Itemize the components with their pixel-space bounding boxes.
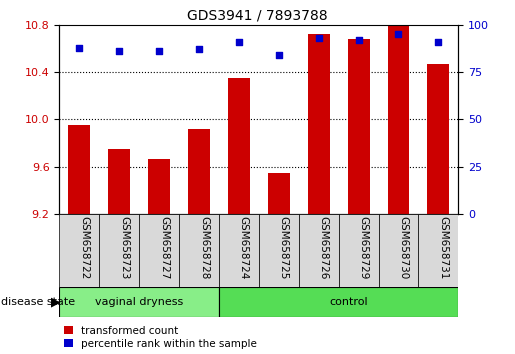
Bar	[219, 214, 259, 287]
Point	[115, 48, 123, 54]
Point	[315, 35, 323, 41]
Point	[394, 32, 403, 37]
Text: GSM658723: GSM658723	[119, 216, 129, 280]
Point	[195, 47, 203, 52]
Point	[354, 37, 363, 43]
Point	[155, 48, 163, 54]
Bar	[108, 149, 130, 214]
Bar	[148, 159, 170, 214]
Text: vaginal dryness: vaginal dryness	[95, 297, 183, 307]
Point	[434, 39, 442, 45]
Text: control: control	[329, 297, 368, 307]
Bar	[59, 214, 99, 287]
Bar	[387, 25, 409, 214]
Bar	[307, 34, 330, 214]
Bar	[418, 214, 458, 287]
Bar	[139, 214, 179, 287]
Bar	[179, 214, 219, 287]
Text: GSM658731: GSM658731	[438, 216, 449, 280]
Legend: transformed count, percentile rank within the sample: transformed count, percentile rank withi…	[64, 326, 257, 349]
Text: GSM658722: GSM658722	[79, 216, 89, 280]
Point	[274, 52, 283, 58]
Bar	[259, 214, 299, 287]
Bar	[228, 78, 250, 214]
Text: GSM658725: GSM658725	[279, 216, 289, 280]
Bar	[268, 173, 290, 214]
Bar	[188, 129, 210, 214]
Bar	[379, 214, 418, 287]
Text: GSM658724: GSM658724	[239, 216, 249, 280]
Bar	[299, 214, 339, 287]
Point	[235, 39, 243, 45]
Text: GSM658728: GSM658728	[199, 216, 209, 280]
Text: GSM658726: GSM658726	[319, 216, 329, 280]
Bar	[59, 287, 219, 317]
Bar	[219, 287, 458, 317]
Text: GSM658730: GSM658730	[399, 216, 408, 280]
Bar	[427, 64, 450, 214]
Bar	[348, 39, 370, 214]
Bar	[68, 125, 90, 214]
Text: GSM658729: GSM658729	[358, 216, 369, 280]
Point	[75, 45, 83, 50]
Bar	[339, 214, 379, 287]
Bar	[99, 214, 139, 287]
Text: disease state: disease state	[1, 297, 75, 307]
Text: GSM658727: GSM658727	[159, 216, 169, 280]
Text: GDS3941 / 7893788: GDS3941 / 7893788	[187, 9, 328, 23]
Text: ▶: ▶	[50, 295, 60, 308]
